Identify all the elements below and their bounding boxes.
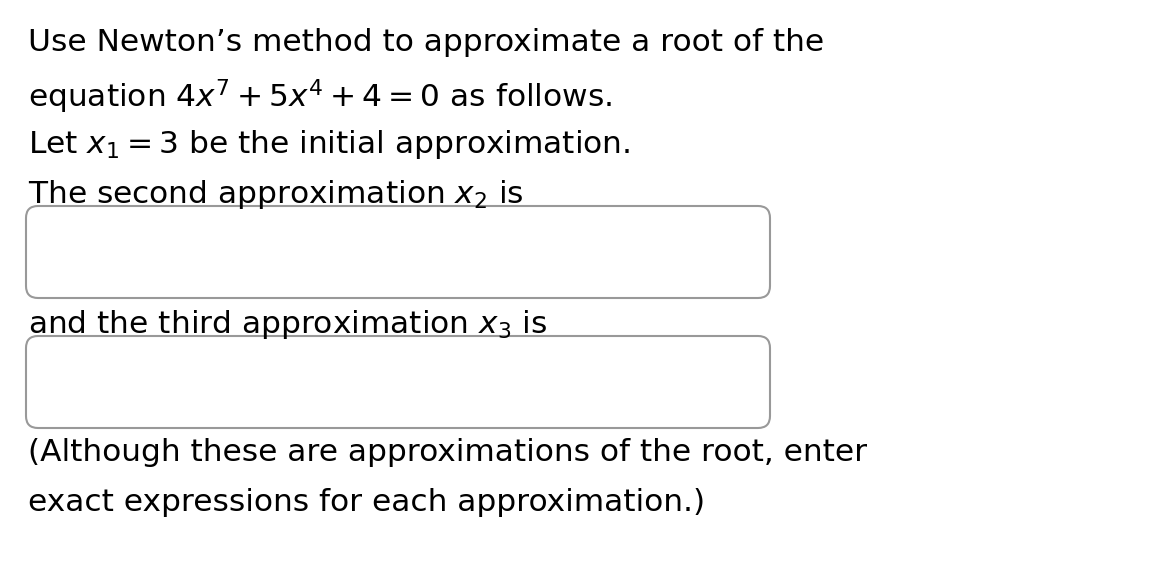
- FancyBboxPatch shape: [26, 206, 770, 298]
- Text: and the third approximation $x_3$ is: and the third approximation $x_3$ is: [28, 308, 548, 341]
- Text: equation $4x^7 + 5x^4 + 4 = 0$ as follows.: equation $4x^7 + 5x^4 + 4 = 0$ as follow…: [28, 78, 612, 116]
- Text: Use Newton’s method to approximate a root of the: Use Newton’s method to approximate a roo…: [28, 28, 824, 57]
- Text: (Although these are approximations of the root, enter: (Although these are approximations of th…: [28, 438, 867, 467]
- Text: exact expressions for each approximation.): exact expressions for each approximation…: [28, 488, 706, 517]
- FancyBboxPatch shape: [26, 336, 770, 428]
- Text: Let $x_1 = 3$ be the initial approximation.: Let $x_1 = 3$ be the initial approximati…: [28, 128, 631, 161]
- Text: The second approximation $x_2$ is: The second approximation $x_2$ is: [28, 178, 524, 211]
